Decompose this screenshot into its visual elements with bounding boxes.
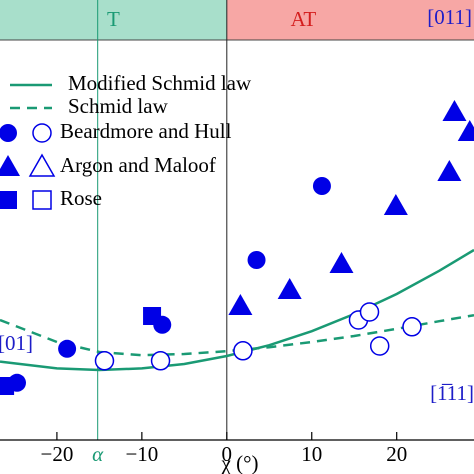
data-point: [277, 278, 302, 299]
x-tick-label: −10: [125, 442, 158, 466]
region-band: [226, 0, 474, 40]
data-point: [383, 194, 408, 215]
alpha-label: α: [92, 442, 104, 466]
direction-label: [01]: [0, 331, 33, 355]
data-point: [359, 302, 380, 322]
direction-label: [1̅11]: [430, 381, 474, 405]
data-point: [442, 100, 467, 121]
legend-label: Rose: [60, 186, 102, 210]
data-point: [312, 177, 331, 195]
data-point: [369, 336, 390, 356]
data-point: [228, 294, 253, 315]
data-point: [94, 351, 115, 371]
legend-label: Argon and Maloof: [60, 153, 216, 177]
data-point: [150, 351, 171, 371]
region-label: AT: [291, 7, 317, 31]
legend-swatch: [0, 124, 17, 142]
legend-swatch: [32, 190, 52, 210]
legend-swatch: [0, 191, 17, 209]
data-point: [0, 377, 15, 395]
data-point: [402, 317, 422, 337]
data-point: [58, 339, 77, 358]
region-band: [0, 0, 227, 40]
legend-swatch: [28, 153, 56, 177]
x-tick-label: −20: [40, 442, 73, 466]
legend-swatch: [32, 123, 52, 143]
data-point: [437, 160, 462, 181]
legend-label: Beardmore and Hull: [60, 119, 232, 143]
x-tick-label: 10: [301, 442, 322, 466]
legend-label: Modified Schmid law: [68, 71, 252, 95]
x-axis-label: χ (°): [221, 451, 259, 474]
data-point: [143, 307, 162, 325]
x-tick-label: 0: [222, 442, 233, 466]
direction-label: [011]: [427, 5, 472, 29]
region-label: T: [107, 7, 120, 31]
legend-label: Schmid law: [68, 94, 169, 118]
legend-swatch: [0, 155, 20, 176]
x-tick-label: 20: [386, 442, 407, 466]
data-point: [457, 120, 474, 141]
data-point: [233, 341, 253, 361]
data-point: [329, 252, 354, 273]
data-point: [247, 251, 266, 269]
